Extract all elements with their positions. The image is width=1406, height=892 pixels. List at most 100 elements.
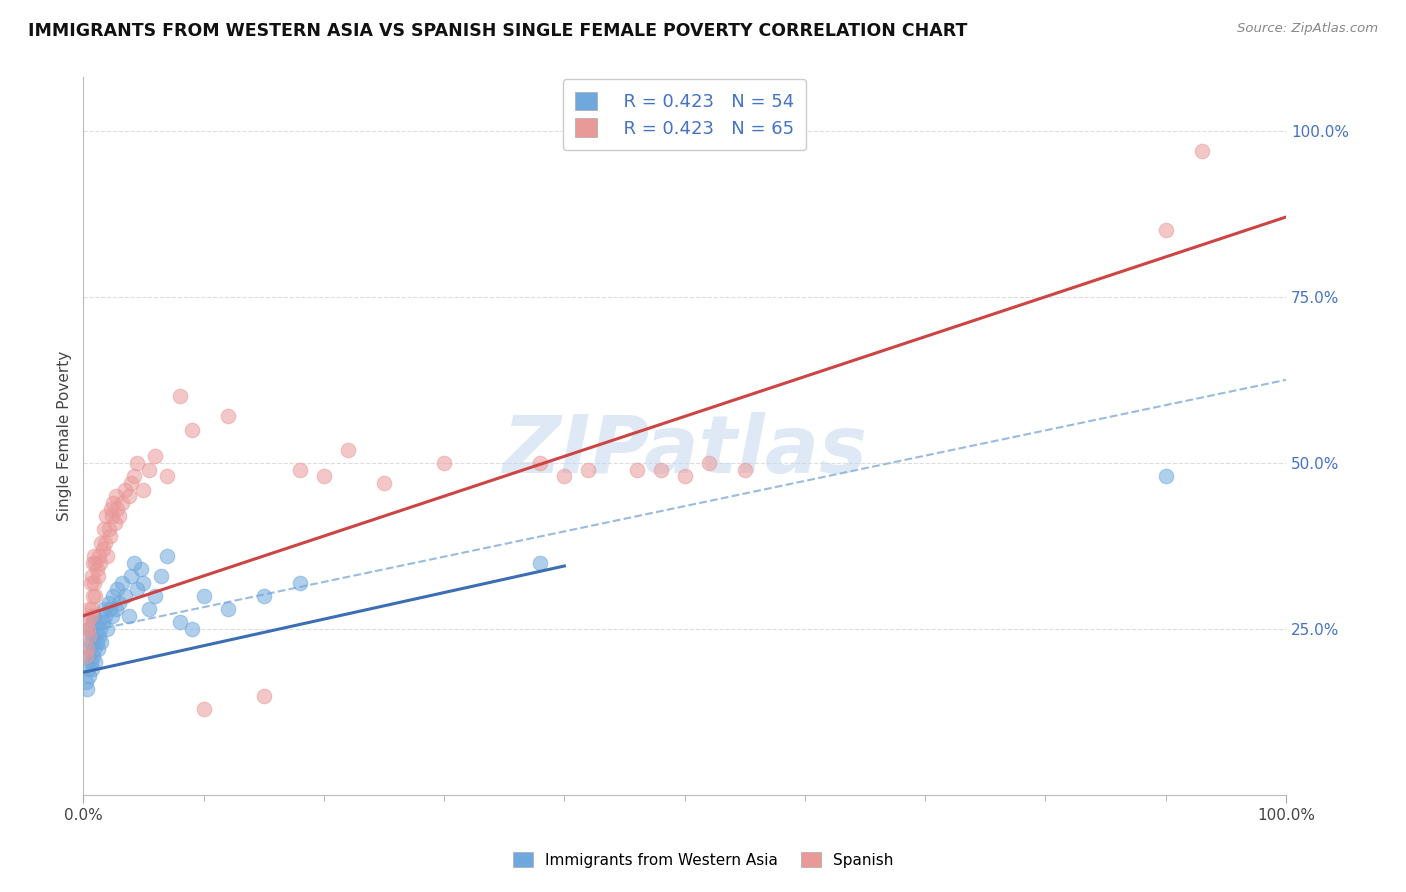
Point <box>104 489 127 503</box>
Point <box>79 629 101 643</box>
Point <box>83 642 105 657</box>
Point <box>336 442 359 457</box>
Point <box>1154 469 1177 483</box>
Point <box>84 556 107 570</box>
Point <box>79 608 101 623</box>
Point <box>80 662 103 676</box>
Point <box>87 629 110 643</box>
Point <box>111 575 134 590</box>
Point <box>180 423 202 437</box>
Point <box>114 589 136 603</box>
Point <box>86 635 108 649</box>
Point <box>108 595 131 609</box>
Point <box>79 656 101 670</box>
Point <box>76 642 98 657</box>
Point <box>87 549 110 563</box>
Point <box>193 589 215 603</box>
Point <box>103 589 125 603</box>
Point <box>138 462 160 476</box>
Point <box>100 502 122 516</box>
Point <box>578 462 600 476</box>
Point <box>79 642 101 657</box>
Point <box>94 535 117 549</box>
Point <box>118 489 141 503</box>
Point <box>373 475 395 490</box>
Point <box>83 549 105 563</box>
Point <box>91 542 114 557</box>
Point <box>90 535 112 549</box>
Point <box>82 648 104 663</box>
Point <box>145 450 167 464</box>
Point <box>84 589 107 603</box>
Point <box>1154 223 1177 237</box>
Text: IMMIGRANTS FROM WESTERN ASIA VS SPANISH SINGLE FEMALE POVERTY CORRELATION CHART: IMMIGRANTS FROM WESTERN ASIA VS SPANISH … <box>28 22 967 40</box>
Point <box>98 529 121 543</box>
Point <box>127 582 149 597</box>
Point <box>156 469 179 483</box>
Point <box>114 483 136 497</box>
Point <box>138 602 160 616</box>
Point <box>650 462 672 476</box>
Point <box>103 496 125 510</box>
Point <box>94 509 117 524</box>
Point <box>94 608 117 623</box>
Point <box>553 469 575 483</box>
Point <box>697 456 720 470</box>
Point <box>180 622 202 636</box>
Point <box>105 582 128 597</box>
Point <box>1191 144 1213 158</box>
Point <box>217 602 239 616</box>
Point <box>97 523 120 537</box>
Point <box>120 569 142 583</box>
Point <box>87 569 110 583</box>
Point <box>253 689 276 703</box>
Point <box>80 569 103 583</box>
Point <box>673 469 696 483</box>
Point <box>132 575 155 590</box>
Legend: Immigrants from Western Asia, Spanish: Immigrants from Western Asia, Spanish <box>505 844 901 875</box>
Point <box>193 702 215 716</box>
Point <box>87 642 110 657</box>
Point <box>145 589 167 603</box>
Point <box>93 602 115 616</box>
Text: Source: ZipAtlas.com: Source: ZipAtlas.com <box>1237 22 1378 36</box>
Point <box>89 622 111 636</box>
Point <box>82 615 104 630</box>
Point <box>122 556 145 570</box>
Point <box>288 462 311 476</box>
Point <box>77 662 100 676</box>
Point <box>84 629 107 643</box>
Point <box>79 602 101 616</box>
Point <box>288 575 311 590</box>
Point <box>734 462 756 476</box>
Point <box>79 575 101 590</box>
Point <box>217 409 239 424</box>
Point <box>626 462 648 476</box>
Point <box>96 622 118 636</box>
Point <box>104 602 127 616</box>
Point <box>87 615 110 630</box>
Point <box>80 602 103 616</box>
Text: ZIPatlas: ZIPatlas <box>502 412 868 490</box>
Point <box>89 556 111 570</box>
Point <box>83 575 105 590</box>
Legend:   R = 0.423   N = 54,   R = 0.423   N = 65: R = 0.423 N = 54, R = 0.423 N = 65 <box>562 79 807 151</box>
Point <box>75 675 97 690</box>
Point <box>84 656 107 670</box>
Point <box>169 389 191 403</box>
Point <box>118 608 141 623</box>
Point <box>529 556 551 570</box>
Point <box>101 608 124 623</box>
Point <box>127 456 149 470</box>
Point <box>108 509 131 524</box>
Point <box>105 502 128 516</box>
Point <box>120 475 142 490</box>
Point <box>76 615 98 630</box>
Point <box>93 523 115 537</box>
Point <box>80 629 103 643</box>
Point <box>103 516 125 530</box>
Point <box>169 615 191 630</box>
Point <box>82 589 104 603</box>
Point <box>433 456 456 470</box>
Point <box>83 608 105 623</box>
